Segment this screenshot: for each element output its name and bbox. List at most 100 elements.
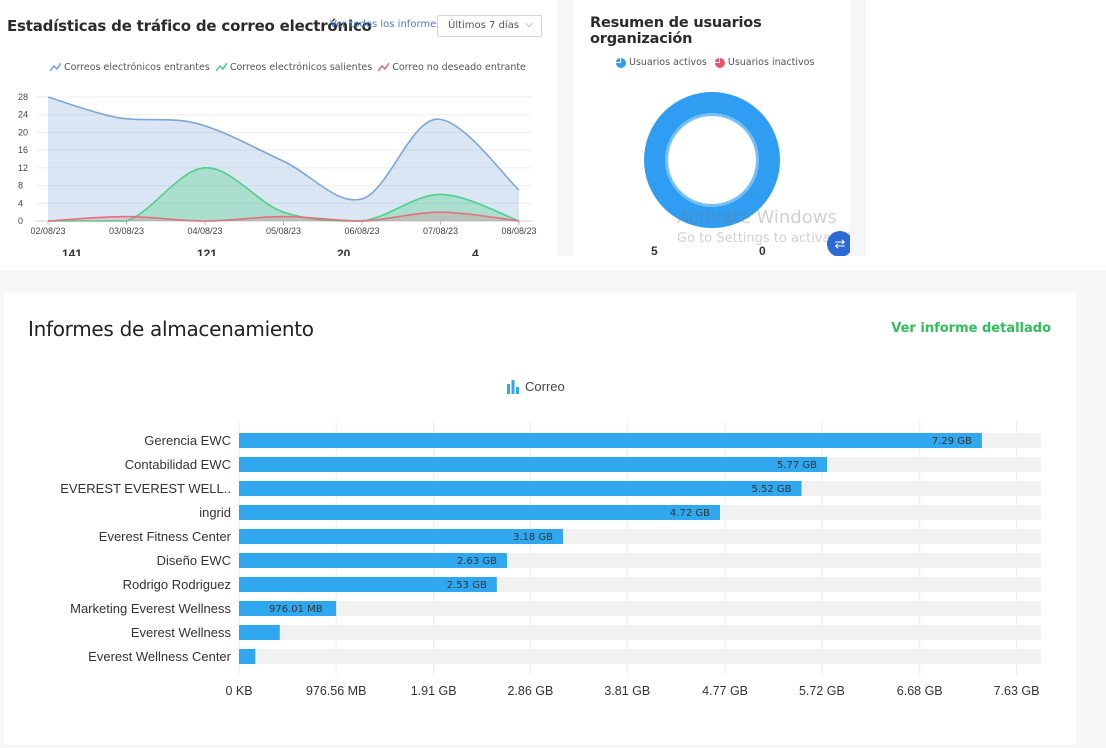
activate-windows-hint: Go to Settings to activate Wi [677,231,850,246]
x-tick-label: 07/08/23 [423,226,458,236]
period-select[interactable]: Últimos 7 días ⌵ [437,15,542,37]
users-title: Resumen de usuarios organización [590,15,762,47]
users-legend: Usuarios activos Usuarios inactivos [616,57,814,68]
detailed-report-link[interactable]: Ver informe detallado [891,321,1051,336]
bar-track [239,601,1041,616]
x-tick-label: 3.81 GB [604,684,650,698]
chevron-down-icon: ⌵ [525,19,533,30]
total-value: 121 [197,247,218,256]
donut-inner-ring [665,113,759,207]
legend-label-inactive: Usuarios inactivos [727,57,815,68]
legend-item-outgoing[interactable]: Correos electrónicos salientes [215,62,372,73]
users-summary-card: Resumen de usuarios organización Usuario… [574,0,850,256]
bar-track [239,625,1041,640]
traffic-totals: 141 121 20 4 [0,247,557,256]
category-label: Everest Wellness [131,625,232,640]
storage-reports-card: Informes de almacenamiento Ver informe d… [4,293,1076,745]
series-line [47,211,520,222]
x-tick-label: 06/08/23 [344,226,379,236]
settings-sliders-icon[interactable]: ⇄ [827,231,850,256]
storage-bar [239,577,497,592]
traffic-card: Estadísticas de tráfico de correo electr… [0,0,557,256]
x-tick-label: 7.63 GB [994,684,1040,698]
legend-label-incoming: Correos electrónicos entrantes [64,62,210,73]
bar-value-label: 2.53 GB [447,580,487,591]
category-label: Rodrigo Rodriguez [123,577,231,592]
total-value: 141 [62,247,83,256]
category-label: Diseño EWC [157,553,231,568]
x-tick-label: 04/08/23 [187,226,222,236]
series-line [47,96,520,201]
storage-bar [239,505,720,520]
storage-bar [239,529,564,544]
bar-track [239,649,1041,664]
bar-value-label: 3.18 GB [513,532,553,543]
legend-item-incoming[interactable]: Correos electrónicos entrantes [50,62,210,73]
total-value: 4 [472,247,479,256]
category-label: Gerencia EWC [144,433,231,448]
bar-value-label: 5.52 GB [751,484,791,495]
x-tick-label: 08/08/23 [501,226,536,236]
storage-bar [239,457,827,472]
traffic-title: Estadísticas de tráfico de correo electr… [7,17,372,35]
y-tick-label: 8 [18,181,23,191]
bar-value-label: 7.29 GB [932,436,972,447]
storage-bar-chart: Gerencia EWC 7.29 GB Contabilidad EWC 5.77 … [60,421,1041,698]
legend-item-inactive-users[interactable]: Usuarios inactivos [714,57,815,68]
line-chart-icon [378,63,390,72]
bar-value-label: 2.63 GB [457,556,497,567]
line-chart-icon [50,63,61,72]
storage-bar [239,649,256,664]
right-blank-panel [866,0,1106,256]
storage-legend-item[interactable]: Correo [506,379,565,394]
y-tick-label: 12 [18,163,28,173]
x-tick-label: 1.91 GB [411,684,457,698]
line-chart-icon [215,63,227,72]
y-tick-label: 28 [18,92,28,102]
active-users-count: 5 [651,244,658,256]
legend-item-spam[interactable]: Correo no deseado entrante [378,62,526,73]
storage-bar [239,481,802,496]
x-tick-label: 6.68 GB [897,684,943,698]
activate-windows-watermark: Activate Windows [677,207,837,228]
inactive-users-count: 0 [759,244,766,256]
view-all-reports-link[interactable]: Ver todos los informes [330,19,442,30]
y-tick-label: 16 [18,145,28,155]
period-select-value: Últimos 7 días [448,20,520,31]
category-label: ingrid [199,505,231,520]
series-area [48,97,519,221]
bar-value-label: 4.72 GB [670,508,710,519]
y-tick-label: 24 [18,110,28,120]
bar-value-label: 5.77 GB [777,460,817,471]
storage-bar [239,601,337,616]
category-label: Everest Fitness Center [99,529,232,544]
bar-value-label: 976.01 MB [269,604,323,615]
category-label: Everest Wellness Center [88,649,231,664]
storage-bar [239,433,982,448]
donut-slice [644,92,780,228]
category-label: Contabilidad EWC [125,457,231,472]
traffic-legend: Correos electrónicos entrantes Correos e… [50,62,528,73]
storage-bar [239,553,508,568]
pie-chart-icon [616,57,626,68]
legend-item-active-users[interactable]: Usuarios activos [616,57,707,68]
divider-band [0,256,1106,270]
users-donut-chart [644,92,780,228]
x-tick-label: 0 KB [225,684,252,698]
category-label: EVEREST EVEREST WELL.. [60,481,231,496]
category-label: Marketing Everest Wellness [70,601,231,616]
x-tick-label: 4.77 GB [702,684,748,698]
series-area [48,167,519,221]
x-tick-label: 02/08/23 [30,226,65,236]
x-tick-label: 976.56 MB [306,684,366,698]
x-tick-label: 2.86 GB [508,684,554,698]
storage-legend-label: Correo [525,379,565,394]
y-tick-label: 4 [18,198,23,208]
pie-chart-icon [714,57,725,68]
storage-bar [239,625,280,640]
y-tick-label: 0 [18,216,23,226]
legend-label-spam: Correo no deseado entrante [392,62,526,73]
x-tick-label: 05/08/23 [266,226,301,236]
legend-label-active: Usuarios activos [629,57,707,68]
y-tick-label: 20 [18,127,28,137]
